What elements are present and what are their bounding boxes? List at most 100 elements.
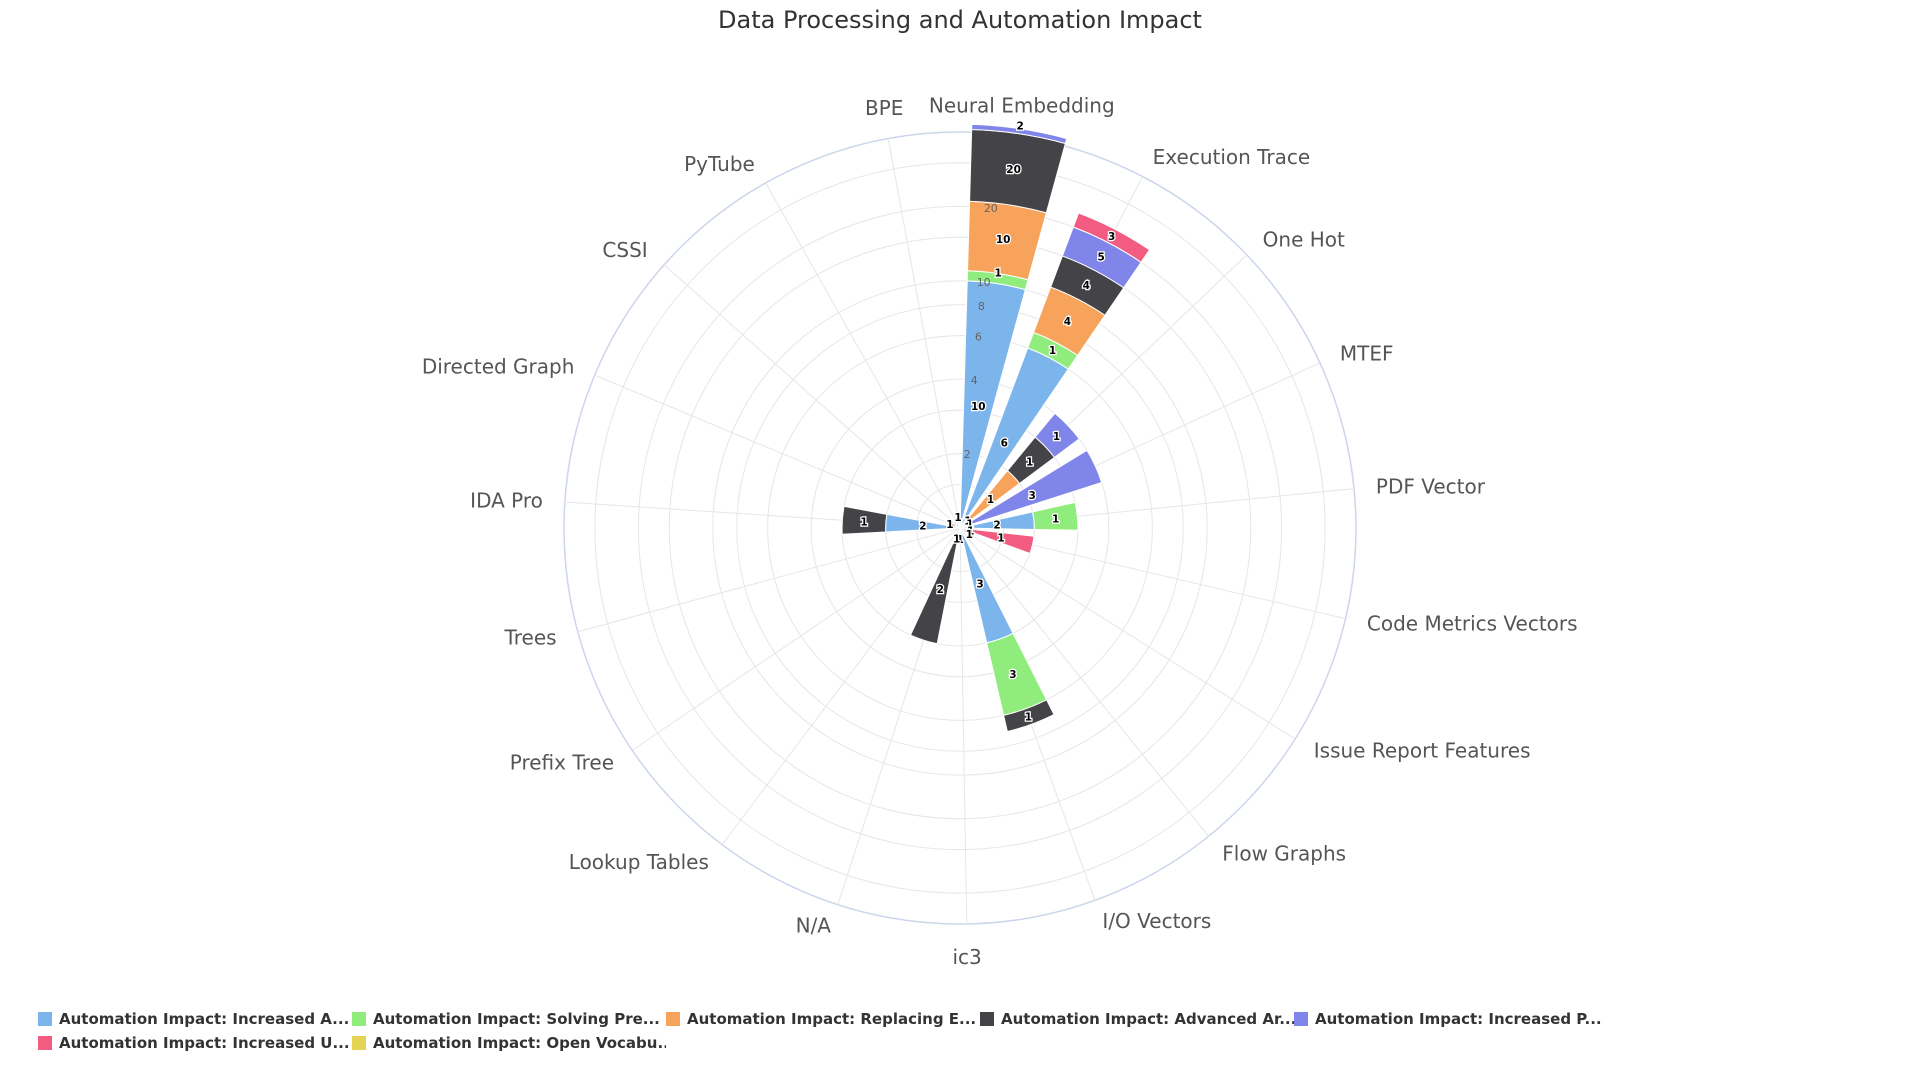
data-label: 3 <box>976 578 983 590</box>
bar-segment[interactable] <box>909 536 959 645</box>
data-label: 1 <box>1026 457 1033 469</box>
data-label: 1 <box>967 526 974 538</box>
category-label: ic3 <box>952 945 981 969</box>
legend: Automation Impact: Increased A... Automat… <box>38 1010 1898 1052</box>
grid-spoke <box>594 374 961 529</box>
category-labels: Neural Embedding Execution Trace One Hot MT… <box>422 94 1578 969</box>
legend-item[interactable]: Automation Impact: Increased P... <box>1294 1010 1608 1028</box>
legend-swatch <box>38 1036 52 1050</box>
legend-swatch <box>352 1012 366 1026</box>
bar-segment[interactable] <box>986 632 1048 716</box>
data-label: 2 <box>993 519 1000 531</box>
data-label: 3 <box>1108 231 1115 243</box>
category-label: Neural Embedding <box>929 94 1115 118</box>
data-label: 1 <box>860 517 867 529</box>
legend-item[interactable]: Automation Impact: Replacing E... <box>666 1010 980 1028</box>
category-label: MTEF <box>1340 342 1394 366</box>
data-label: 1 <box>1053 431 1060 443</box>
category-label: Issue Report Features <box>1314 739 1531 763</box>
data-label: 1 <box>957 534 964 546</box>
data-label: 1 <box>954 512 961 524</box>
grid-spoke <box>631 527 961 751</box>
radial-ticks: 2 4 6 8 10 20 <box>964 202 998 461</box>
legend-swatch <box>1294 1012 1308 1026</box>
legend-label: Automation Impact: Solving Pre... <box>373 1010 660 1028</box>
grid-circle <box>712 280 1208 776</box>
grid-spoke <box>959 527 1209 837</box>
category-label: I/O Vectors <box>1102 909 1211 933</box>
bar-segment[interactable] <box>956 517 961 529</box>
grid-spoke <box>765 182 961 529</box>
legend-label: Automation Impact: Increased A... <box>59 1010 350 1028</box>
data-label: 20 <box>1006 164 1021 176</box>
legend-label: Automation Impact: Increased P... <box>1315 1010 1602 1028</box>
grid-spoke <box>887 138 961 529</box>
data-label: 2 <box>1017 120 1024 132</box>
data-label: 1 <box>966 518 973 530</box>
grid-circle <box>668 236 1252 820</box>
legend-item[interactable]: Automation Impact: Increased A... <box>38 1010 352 1028</box>
outer-circle <box>563 131 1357 925</box>
grid-spoke <box>663 264 961 529</box>
radial-tick-label: 6 <box>975 331 982 344</box>
data-label: 5 <box>1097 251 1104 263</box>
grid-spoke <box>577 527 961 633</box>
bar-segment[interactable] <box>1072 212 1151 263</box>
bar-segment[interactable] <box>959 527 1014 644</box>
grid-spoke <box>959 527 968 924</box>
grid-circle <box>736 304 1184 752</box>
legend-item[interactable]: Automation Impact: Increased U... <box>38 1034 352 1052</box>
data-label: 1 <box>953 533 960 545</box>
bar-segment[interactable] <box>968 528 1035 555</box>
data-label: 1 <box>987 494 994 506</box>
radial-tick-label: 20 <box>984 202 998 215</box>
legend-label: Automation Impact: Replacing E... <box>687 1010 977 1028</box>
data-label: 1 <box>946 519 953 531</box>
category-label: Flow Graphs <box>1222 841 1346 865</box>
bar-segment[interactable] <box>971 123 1068 145</box>
grid-circle <box>767 335 1153 721</box>
data-label: 1 <box>995 268 1002 280</box>
category-label: BPE <box>865 96 903 120</box>
data-label: 1 <box>1052 513 1059 525</box>
legend-item[interactable]: Automation Impact: Solving Pre... <box>352 1010 666 1028</box>
grid-circle <box>637 205 1283 851</box>
data-label: 10 <box>996 234 1011 246</box>
category-label: Lookup Tables <box>569 850 709 874</box>
data-label: 1 <box>966 529 973 541</box>
bar-segment[interactable] <box>1032 501 1079 531</box>
bar-segment[interactable] <box>967 449 1103 526</box>
data-label: 10 <box>971 401 986 413</box>
category-label: IDA Pro <box>470 489 543 513</box>
legend-label: Automation Impact: Open Vocabu... <box>373 1034 666 1052</box>
bar-segment[interactable] <box>1034 412 1080 459</box>
legend-swatch <box>666 1012 680 1026</box>
grid-circle <box>594 162 1326 894</box>
data-label: 4 <box>1064 316 1071 328</box>
data-label: 4 <box>1083 280 1090 292</box>
data-label: 3 <box>1009 669 1016 681</box>
category-label: PyTube <box>684 152 755 176</box>
bar-segment[interactable] <box>841 505 888 535</box>
data-label: 1 <box>964 515 971 527</box>
grid-circle <box>810 378 1110 678</box>
category-label: N/A <box>796 914 832 938</box>
legend-item[interactable]: Automation Impact: Advanced Ar... <box>980 1010 1294 1028</box>
radial-tick-label: 4 <box>971 374 978 387</box>
data-label: 2 <box>937 584 944 596</box>
data-label: 1 <box>1049 345 1056 357</box>
category-label: CSSI <box>602 238 647 262</box>
bar-segment[interactable] <box>1002 699 1055 733</box>
grid-spoke <box>721 527 961 845</box>
legend-item[interactable]: Automation Impact: Open Vocabu... <box>352 1034 666 1052</box>
category-label: One Hot <box>1263 228 1345 252</box>
data-label: 3 <box>1028 490 1035 502</box>
chart-title: Data Processing and Automation Impact <box>718 6 1202 34</box>
legend-swatch <box>38 1012 52 1026</box>
grid-spoke <box>959 527 1296 740</box>
category-label: PDF Vector <box>1376 474 1486 498</box>
legend-swatch <box>980 1012 994 1026</box>
radial-tick-label: 10 <box>977 276 991 289</box>
